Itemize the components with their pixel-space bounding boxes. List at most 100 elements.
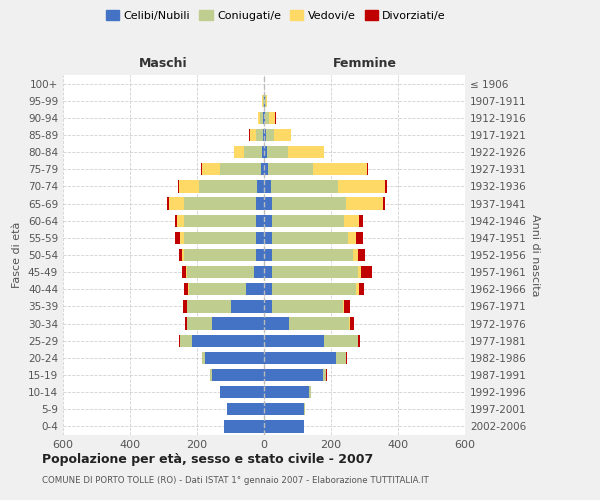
Bar — [179, 249, 182, 261]
Bar — [359, 214, 363, 227]
Bar — [245, 283, 264, 296]
Bar — [264, 369, 323, 381]
Bar — [313, 163, 367, 175]
Bar — [264, 129, 266, 141]
Bar — [254, 266, 264, 278]
Bar — [265, 94, 266, 107]
Bar — [256, 249, 264, 261]
Bar — [184, 214, 256, 227]
Bar — [202, 352, 205, 364]
Bar — [266, 146, 289, 158]
Bar — [186, 266, 187, 278]
Bar — [264, 198, 272, 209]
Bar — [185, 318, 187, 330]
Text: Femmine: Femmine — [332, 57, 397, 70]
Text: Popolazione per età, sesso e stato civile - 2007: Popolazione per età, sesso e stato civil… — [42, 452, 373, 466]
Bar — [269, 112, 275, 124]
Bar — [361, 266, 372, 278]
Bar — [264, 232, 272, 244]
Bar — [346, 352, 347, 364]
Bar — [304, 403, 305, 415]
Bar — [323, 146, 325, 158]
Bar — [344, 214, 359, 227]
Bar — [383, 198, 385, 209]
Bar — [348, 232, 356, 244]
Bar — [175, 232, 180, 244]
Bar — [356, 283, 359, 296]
Bar — [187, 300, 230, 312]
Y-axis label: Fasce di età: Fasce di età — [13, 222, 22, 288]
Bar — [257, 180, 264, 192]
Bar — [179, 180, 199, 192]
Bar — [268, 163, 313, 175]
Bar — [289, 146, 323, 158]
Bar — [259, 112, 260, 124]
Bar — [202, 163, 220, 175]
Bar — [256, 198, 264, 209]
Legend: Celibi/Nubili, Coniugati/e, Vedovi/e, Divorziati/e: Celibi/Nubili, Coniugati/e, Vedovi/e, Di… — [101, 6, 451, 25]
Bar — [264, 420, 304, 432]
Bar — [367, 163, 368, 175]
Bar — [358, 249, 365, 261]
Bar — [184, 283, 188, 296]
Bar — [177, 214, 184, 227]
Bar — [272, 249, 353, 261]
Bar — [272, 300, 343, 312]
Bar — [264, 300, 272, 312]
Bar — [272, 198, 346, 209]
Bar — [264, 163, 268, 175]
Bar — [349, 318, 350, 330]
Bar — [274, 129, 291, 141]
Bar — [264, 386, 309, 398]
Bar — [250, 129, 256, 141]
Bar — [289, 318, 349, 330]
Bar — [323, 369, 326, 381]
Bar — [205, 352, 264, 364]
Y-axis label: Anni di nascita: Anni di nascita — [530, 214, 541, 296]
Bar — [182, 249, 184, 261]
Bar — [220, 386, 264, 398]
Bar — [260, 112, 263, 124]
Bar — [264, 249, 272, 261]
Bar — [230, 300, 264, 312]
Bar — [220, 163, 260, 175]
Bar — [264, 146, 266, 158]
Bar — [272, 214, 344, 227]
Bar — [336, 352, 346, 364]
Bar — [184, 249, 256, 261]
Bar — [212, 318, 264, 330]
Bar — [256, 232, 264, 244]
Bar — [263, 129, 264, 141]
Bar — [244, 146, 262, 158]
Bar — [178, 180, 179, 192]
Bar — [271, 180, 338, 192]
Bar — [272, 283, 356, 296]
Bar — [184, 232, 256, 244]
Bar — [184, 198, 256, 209]
Bar — [175, 214, 177, 227]
Bar — [264, 214, 272, 227]
Bar — [358, 334, 361, 347]
Bar — [169, 198, 184, 209]
Bar — [256, 214, 264, 227]
Bar — [356, 232, 364, 244]
Bar — [346, 198, 383, 209]
Bar — [264, 266, 272, 278]
Bar — [264, 283, 272, 296]
Bar — [350, 318, 355, 330]
Bar — [260, 163, 264, 175]
Bar — [212, 369, 264, 381]
Bar — [263, 112, 264, 124]
Bar — [264, 94, 265, 107]
Bar — [224, 420, 264, 432]
Bar — [264, 318, 289, 330]
Bar — [325, 334, 358, 347]
Bar — [187, 318, 212, 330]
Bar — [256, 129, 263, 141]
Bar — [264, 352, 336, 364]
Bar — [264, 403, 304, 415]
Bar — [187, 266, 254, 278]
Bar — [199, 180, 257, 192]
Bar — [180, 334, 192, 347]
Bar — [338, 180, 385, 192]
